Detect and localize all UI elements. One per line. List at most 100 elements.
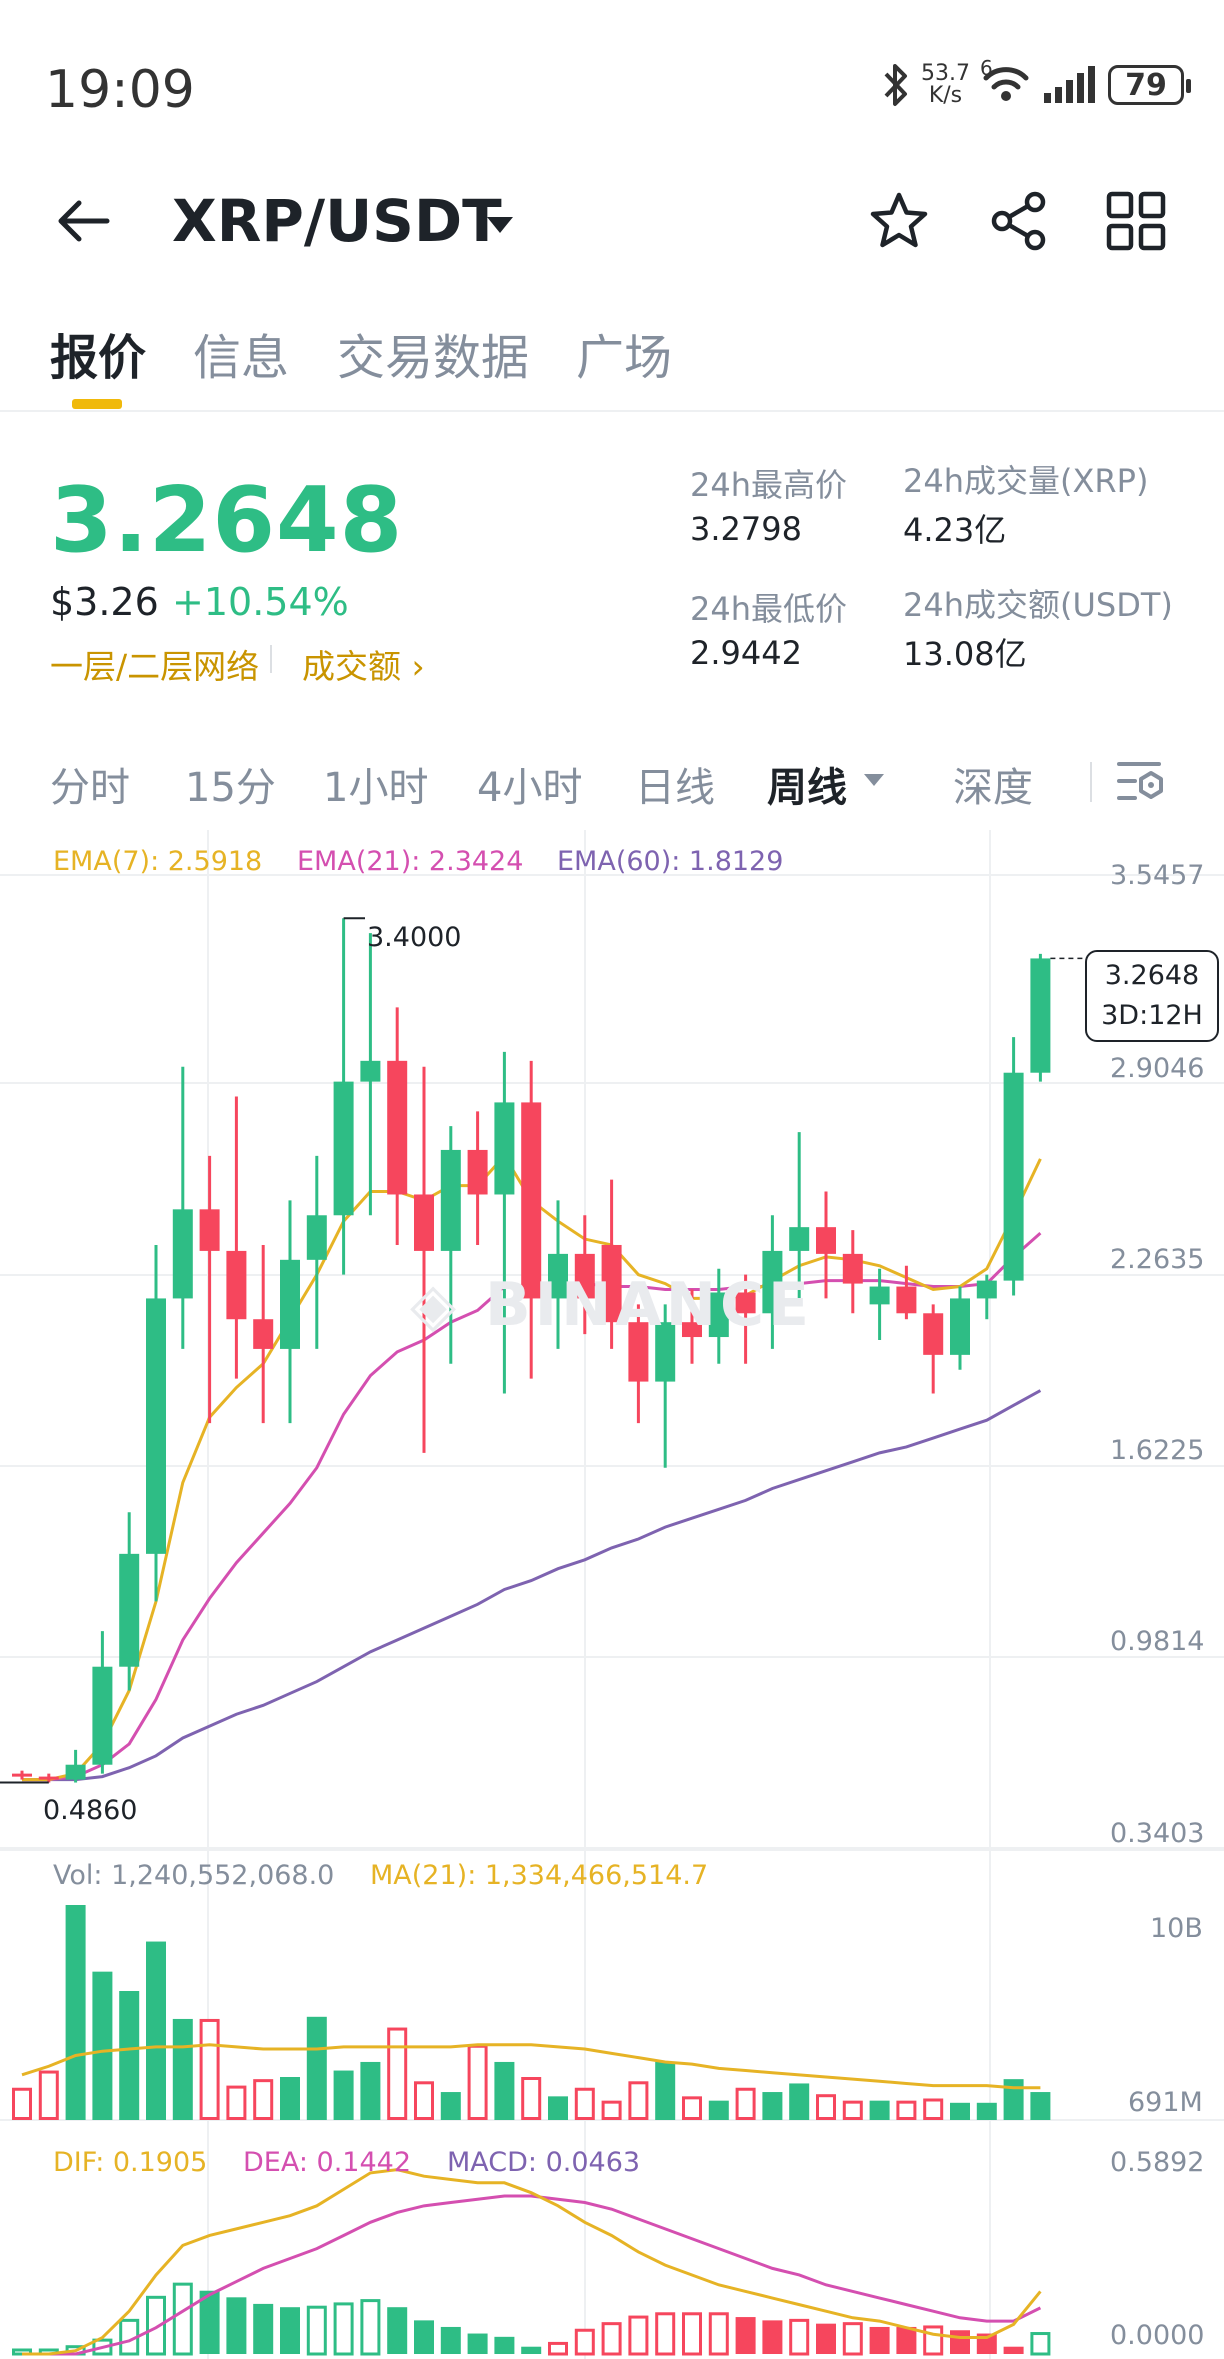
low-label: 24h最低价 [690, 590, 848, 628]
candle-body [360, 1060, 381, 1082]
volume-bar [548, 2096, 568, 2120]
macd-histogram-bar [789, 2318, 810, 2356]
volume-bar [65, 1905, 86, 2120]
network-link[interactable]: 一层/二层网络 [50, 647, 260, 686]
amount-value: 13.08亿 [903, 635, 1027, 673]
tab-active-indicator [72, 399, 122, 409]
status-icons: 53.7 K/s 6 79 [883, 56, 1191, 108]
candle-body [494, 1102, 515, 1195]
bluetooth-icon [884, 64, 908, 106]
tab-square[interactable]: 广场 [576, 330, 673, 386]
volume-bar [521, 2077, 542, 2120]
candle-body [1030, 958, 1051, 1073]
star-icon[interactable] [868, 190, 930, 252]
candle-body [440, 1149, 461, 1251]
volume-y-tick: 10B [1150, 1913, 1203, 1944]
volume-bar [253, 2079, 274, 2120]
candle-body [789, 1227, 810, 1251]
macd-histogram-bar [869, 2326, 890, 2354]
volume-bar [1003, 2079, 1024, 2120]
candle-body [923, 1313, 944, 1355]
interval-divider [1090, 762, 1092, 802]
binance-watermark: ◈ BINANCE [410, 1270, 813, 1340]
volume-bar [601, 2100, 622, 2120]
volume-link-label: 成交额 [302, 647, 401, 686]
chart-settings-icon[interactable] [1115, 758, 1167, 804]
candle-body [896, 1286, 917, 1314]
candle-body [735, 1292, 756, 1314]
volume-bar [440, 2092, 461, 2120]
volume-bar [467, 2044, 488, 2120]
volume-bar [280, 2077, 300, 2120]
volume-bar [494, 2061, 515, 2120]
caret-down-icon[interactable] [485, 215, 515, 235]
volume-bar [816, 2094, 836, 2120]
candle-body [65, 1764, 86, 1780]
tab-trading-data[interactable]: 交易数据 [337, 330, 530, 386]
kline-chart[interactable] [0, 830, 1224, 2359]
candle-body [38, 1776, 59, 1780]
volume-bars [12, 1905, 1051, 2121]
candle-body [1003, 1072, 1024, 1281]
caret-down-icon[interactable] [862, 772, 886, 788]
back-arrow-icon[interactable] [55, 198, 111, 244]
dif-line [22, 2168, 1042, 2356]
y-tick: 2.2635 [1110, 1244, 1205, 1275]
interval-4h[interactable]: 4小时 [477, 765, 583, 811]
macd-y-tick: 0.0000 [1110, 2320, 1205, 2351]
volume-label: 24h成交量(XRP) [903, 462, 1149, 500]
macd-histogram-bar [574, 2328, 595, 2356]
macd-histogram-bar [655, 2312, 676, 2356]
volume-bar [119, 1991, 140, 2120]
amount-label: 24h成交额(USDT) [903, 586, 1173, 624]
macd-histogram-bar [923, 2325, 944, 2356]
candle-countdown: 3D:12H [1101, 1000, 1203, 1031]
candle-body [146, 1298, 166, 1554]
change-percent: +10.54% [172, 580, 349, 624]
share-icon[interactable] [988, 190, 1050, 252]
volume-bar [333, 2070, 354, 2120]
tab-info[interactable]: 信息 [193, 330, 290, 386]
signal-icon [1044, 66, 1095, 103]
volume-bar [682, 2096, 702, 2121]
candle-body [280, 1259, 300, 1349]
volume-bar [92, 1971, 113, 2120]
volume-bar [869, 2100, 890, 2120]
candle-body [467, 1149, 488, 1195]
high-marker-label: 3.4000 [367, 922, 462, 953]
status-time: 19:09 [45, 60, 195, 120]
volume-bar [842, 2100, 863, 2120]
volume-link[interactable]: 成交额 › [302, 640, 425, 688]
interval-time-share[interactable]: 分时 [50, 765, 130, 811]
candle-body [387, 1060, 408, 1195]
ema60-line [22, 1389, 1042, 1782]
tab-quote[interactable]: 报价 [50, 330, 147, 386]
candle-body [628, 1322, 649, 1382]
macd-histogram-bar [333, 2302, 354, 2356]
pair-title[interactable]: XRP/USDT [172, 187, 502, 255]
macd-histogram-bar [1003, 2346, 1024, 2354]
volume-bar [172, 2018, 193, 2120]
interval-15m[interactable]: 15分 [185, 765, 276, 811]
volume-bar [762, 2092, 783, 2120]
volume-bar [38, 2070, 59, 2121]
volume-bar [950, 2102, 970, 2120]
interval-1h[interactable]: 1小时 [323, 765, 429, 811]
grid-menu-icon[interactable] [1105, 190, 1167, 252]
volume-bar [923, 2098, 944, 2120]
interval-1d[interactable]: 日线 [635, 765, 715, 811]
candle-body [306, 1215, 327, 1260]
usd-price: $3.26 [50, 580, 159, 624]
candle-body [521, 1102, 542, 1299]
macd-histogram-bar [226, 2297, 247, 2354]
interval-depth[interactable]: 深度 [953, 765, 1033, 811]
candle-body [12, 1773, 32, 1777]
price-markers [0, 917, 1085, 1784]
interval-1w[interactable]: 周线 [767, 765, 847, 811]
battery-indicator: 79 [1108, 65, 1191, 105]
volume-bar [12, 2087, 32, 2120]
last-price: 3.2648 [50, 468, 404, 573]
current-price-tag: 3.2648 3D:12H [1085, 950, 1219, 1042]
candle-body [333, 1081, 354, 1216]
volume-bar [708, 2100, 729, 2120]
